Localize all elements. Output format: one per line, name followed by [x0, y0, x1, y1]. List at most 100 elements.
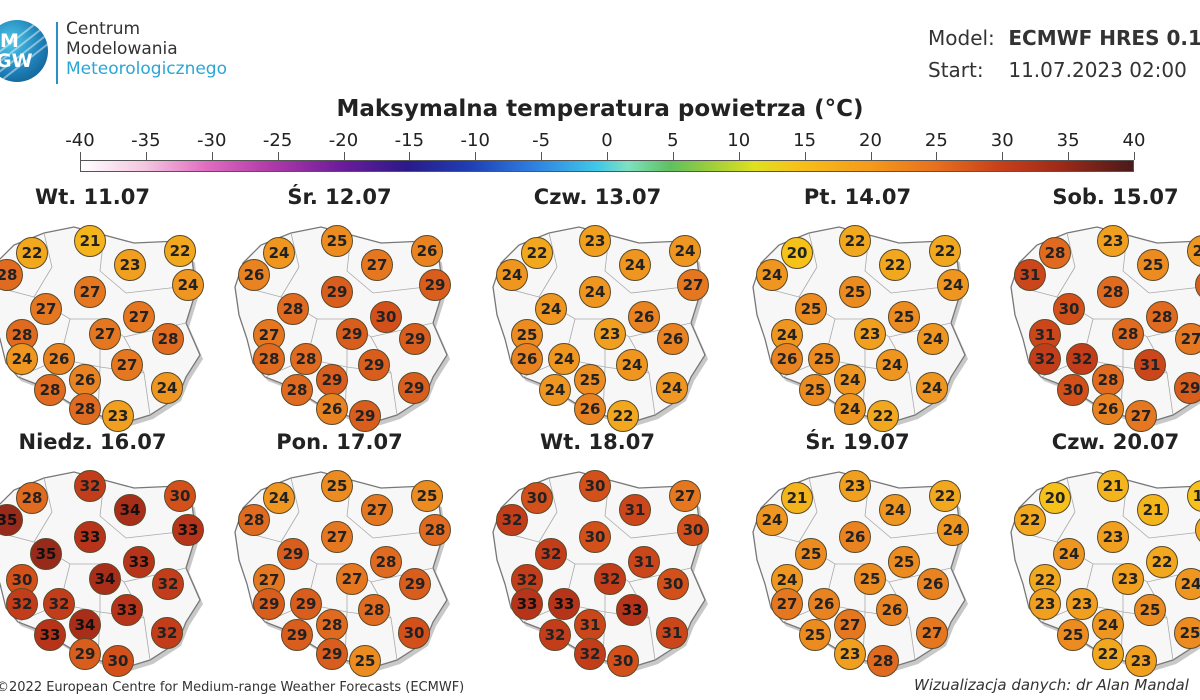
forecast-panel: Czw. 20.07202121192222242322222323232424…: [993, 430, 1200, 685]
forecast-panel: Wt. 11.07 22 21 23 22 24 28 27 27 27 28 27 26 24 28 26 2…: [0, 185, 215, 440]
visualization-credit: Wizualizacja danych: dr Alan Mandal: [914, 676, 1189, 694]
temperature-bubble: 30: [521, 482, 553, 514]
scale-tick-label: -35: [131, 130, 161, 151]
panel-date-label: Śr. 19.07: [805, 430, 910, 454]
temperature-bubble: 22: [839, 225, 871, 257]
voivodeship-border: [500, 286, 692, 338]
voivodeship-border: [99, 234, 180, 294]
temperature-bubble: 26: [876, 594, 908, 626]
temperature-bubble: 26: [839, 521, 871, 553]
scale-tick-label: 10: [727, 130, 751, 151]
temperature-bubble: 33: [616, 594, 648, 626]
panel-date-label: Niedz. 16.07: [18, 430, 167, 454]
temperature-bubble: 26: [628, 301, 660, 333]
temperature-bubble: 23: [854, 318, 886, 350]
temperature-bubble: 29: [290, 588, 322, 620]
temperature-bubble: 34: [89, 563, 121, 595]
voivodeship-border: [0, 532, 187, 583]
voivodeship-border: [604, 234, 685, 294]
temperature-bubble: 35: [0, 504, 23, 536]
voivodeship-border: [538, 477, 558, 543]
temperature-bubble: 30: [164, 480, 196, 512]
panel-date-label: Pon. 17.07: [276, 430, 403, 454]
temperature-bubble: 22: [521, 237, 553, 269]
temperature-bubble: 30: [6, 564, 38, 596]
temperature-bubble: 27: [321, 521, 353, 553]
temperature-bubble: 28: [152, 323, 184, 355]
temperature-bubble: 24: [756, 259, 788, 291]
temperature-bubble: 28: [69, 393, 101, 425]
scale-tick-mark: [672, 152, 674, 160]
temperature-bubble: 22: [1014, 504, 1046, 536]
temperature-bubble: 25: [799, 619, 831, 651]
temperature-bubble: 28: [358, 594, 390, 626]
temperature-bubble: 33: [123, 546, 155, 578]
temperature-bubble: 31: [1014, 259, 1046, 291]
temperature-bubble: 29: [1174, 372, 1200, 404]
scale-tick-mark: [211, 152, 213, 160]
voivodeship-border: [1122, 234, 1200, 294]
temperature-bubble: 32: [152, 568, 184, 600]
temperature-bubble: 24: [172, 269, 204, 301]
scale-tick-mark: [343, 152, 345, 160]
temperature-bubble: 26: [238, 259, 270, 291]
temperature-bubble: 30: [579, 470, 611, 502]
logo-line-2: Modelowania: [66, 39, 178, 59]
voivodeship-border: [760, 286, 952, 338]
scale-tick-label: 5: [667, 130, 679, 151]
temperature-bubble: 29: [358, 349, 390, 381]
temperature-bubble: 31: [656, 617, 688, 649]
temperature-bubble: 26: [316, 393, 348, 425]
poland-map: 22 23 24 24 27 24 24 24 26 25 23 24 26 26 25 24 24 24 22 26: [475, 223, 720, 448]
temperature-bubble: 28: [1112, 318, 1144, 350]
color-scale-bar: [80, 160, 1134, 172]
temperature-bubble: 25: [854, 563, 886, 595]
voivodeship-border: [242, 286, 434, 338]
scale-tick-label: -40: [65, 130, 95, 151]
voivodeship-border: [33, 232, 53, 298]
temperature-bubble: 20: [781, 237, 813, 269]
logo-letters-top: M: [0, 30, 19, 52]
temperature-bubble: 24: [616, 349, 648, 381]
scale-tick-mark: [80, 152, 81, 160]
temperature-bubble: 32: [539, 619, 571, 651]
scale-tick-label: -25: [262, 130, 293, 151]
scale-tick-label: -10: [460, 130, 490, 151]
temperature-bubble: 28: [1146, 301, 1178, 333]
poland-map: 20 22 22 22 24 24 25 25 25 24 23 25 26 24 24 24 25 24 22 24: [735, 223, 980, 448]
temperature-bubble: 27: [361, 249, 393, 281]
temperature-bubble: 35: [30, 538, 62, 570]
temperature-bubble: 32: [74, 470, 106, 502]
temperature-bubble: 24: [879, 494, 911, 526]
voivodeship-border: [1018, 531, 1200, 583]
start-row: Start: 11.07.2023 02:00: [928, 54, 1200, 86]
panel-date-label: Czw. 13.07: [533, 185, 662, 209]
scale-tick-label: 25: [924, 130, 948, 151]
temperature-bubble: 25: [799, 374, 831, 406]
temperature-bubble: 32: [594, 563, 626, 595]
temperature-bubble: 30: [1053, 293, 1085, 325]
forecast-panel: Wt. 18.07 30 30 31 27 30 32 32 30 31 32 32 33 33 30 31 3…: [475, 430, 720, 685]
temperature-bubble: 30: [579, 521, 611, 553]
logo-separator: [56, 22, 58, 84]
scale-tick-mark: [1002, 152, 1004, 160]
temperature-bubble: 24: [263, 237, 295, 269]
scale-tick-label: -5: [532, 130, 551, 151]
voivodeship-border: [798, 477, 818, 543]
temperature-bubble: 24: [6, 343, 38, 375]
voivodeship-border: [33, 477, 53, 543]
forecast-panel: Czw. 13.07 22 23 24 24 27 24 24 24 26 25 23 24 26 26 25…: [475, 185, 720, 440]
temperature-bubble: 26: [808, 588, 840, 620]
poland-map: 24 25 27 25 28 28 29 27 28 27 27 29 29 29 28 28 29 30 25 29: [217, 468, 462, 693]
voivodeship-border: [1122, 479, 1200, 539]
voivodeship-border: [864, 479, 945, 539]
temperature-bubble: 32: [1029, 343, 1061, 375]
temperature-bubble: 25: [888, 546, 920, 578]
temperature-bubble: 22: [867, 400, 899, 432]
scale-tick-mark: [541, 152, 543, 160]
temperature-bubble: 28: [370, 546, 402, 578]
temperature-bubble: 25: [574, 364, 606, 396]
temperature-bubble: 26: [1092, 393, 1124, 425]
temperature-bubble: 20: [1039, 482, 1071, 514]
poland-map: 28 32 34 30 33 35 35 33 33 30 34 32 32 32 34 33 33 32 30 29: [0, 468, 215, 693]
